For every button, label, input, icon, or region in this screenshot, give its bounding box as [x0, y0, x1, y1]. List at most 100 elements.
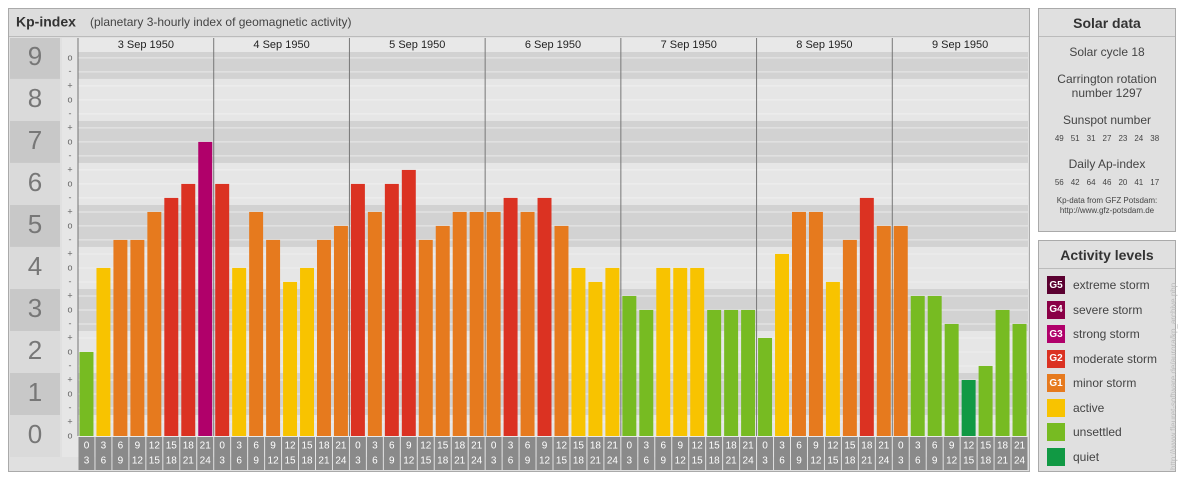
bar — [266, 239, 281, 436]
x-tick-label: 3 — [355, 456, 361, 467]
bar — [893, 225, 908, 436]
legend-swatch: G3 — [1047, 325, 1065, 344]
day-label: 5 Sep 1950 — [389, 39, 445, 51]
bar — [435, 225, 450, 436]
bar — [350, 183, 365, 436]
y-minor-label: - — [69, 360, 72, 370]
x-tick-label: 0 — [898, 441, 904, 452]
x-label-box — [757, 437, 774, 470]
x-tick-label: 18 — [997, 441, 1009, 452]
day-label: 6 Sep 1950 — [525, 39, 581, 51]
x-tick-label: 6 — [915, 456, 921, 467]
sunspot-number: 31 — [1086, 134, 1096, 143]
day-label: 4 Sep 1950 — [253, 39, 309, 51]
bar — [300, 267, 314, 436]
bar — [944, 323, 959, 436]
y-label-box — [10, 372, 60, 415]
x-tick-label: 18 — [844, 456, 856, 467]
x-label-box — [977, 437, 994, 470]
y-minor-label: o — [67, 136, 72, 146]
x-tick-label: 15 — [284, 456, 296, 467]
x-tick-label: 3 — [508, 441, 514, 452]
ap-value: 42 — [1070, 178, 1080, 187]
x-label-box — [604, 437, 621, 470]
x-tick-label: 12 — [675, 456, 687, 467]
y-tick-label: 9 — [28, 41, 42, 71]
y-label-box — [10, 120, 60, 163]
x-tick-label: 18 — [166, 456, 178, 467]
bar — [232, 267, 247, 436]
x-tick-label: 0 — [219, 441, 225, 452]
x-label-box — [434, 437, 451, 470]
legend-item: G3 strong storm — [1039, 322, 1175, 347]
legend-swatch — [1047, 423, 1065, 442]
bar — [605, 267, 620, 436]
bar — [367, 211, 382, 436]
x-label-box — [349, 437, 366, 470]
source: Kp-data from GFZ Potsdam: — [1056, 196, 1158, 205]
ap-value: 17 — [1150, 178, 1160, 187]
x-label-box — [519, 437, 536, 470]
legend-label: minor storm — [1073, 376, 1137, 391]
y-tick-label: 8 — [28, 83, 42, 113]
x-tick-label: 15 — [827, 456, 839, 467]
x-tick-label: 24 — [743, 456, 755, 467]
x-tick-label: 9 — [813, 441, 819, 452]
y-minor-label: + — [67, 206, 72, 216]
ap-value: 64 — [1086, 178, 1096, 187]
y-minor-label: - — [69, 150, 72, 160]
bar — [418, 239, 433, 436]
y-tick-label: 5 — [28, 209, 42, 239]
x-label-box — [875, 437, 892, 470]
y-minor-label: + — [67, 290, 72, 300]
y-minor-label: o — [67, 346, 72, 356]
x-tick-label: 21 — [183, 456, 195, 467]
x-tick-label: 15 — [709, 441, 721, 452]
bar — [910, 295, 925, 436]
x-label-box — [841, 437, 858, 470]
x-tick-label: 21 — [878, 441, 890, 452]
bar — [741, 309, 756, 436]
credit: http://www.fleuret-software.de/aurora/kp… — [1169, 282, 1178, 470]
x-tick-label: 6 — [525, 441, 531, 452]
sunspot-title: Sunspot number — [1062, 113, 1152, 127]
bar — [503, 197, 518, 436]
x-label-box — [1011, 437, 1028, 470]
x-tick-label: 18 — [437, 456, 449, 467]
x-tick-label: 12 — [946, 456, 958, 467]
x-tick-label: 12 — [810, 456, 822, 467]
y-minor-label: o — [67, 94, 72, 104]
y-minor-label: o — [67, 430, 72, 440]
bar — [707, 309, 722, 436]
bar — [401, 169, 416, 436]
bar — [215, 183, 230, 436]
bar — [724, 309, 739, 436]
x-tick-label: 3 — [779, 441, 785, 452]
bar — [554, 225, 569, 436]
x-tick-label: 18 — [454, 441, 466, 452]
x-tick-label: 9 — [677, 441, 683, 452]
bar — [622, 295, 637, 436]
x-label-box — [282, 437, 299, 470]
bar — [588, 281, 603, 436]
x-tick-label: 6 — [660, 441, 666, 452]
x-label-box — [332, 437, 349, 470]
x-tick-label: 3 — [372, 441, 378, 452]
y-minor-label: + — [67, 122, 72, 132]
chart-subtitle: (planetary 3-hourly index of geomagnetic… — [90, 15, 351, 29]
bar — [283, 281, 298, 436]
bar — [825, 281, 840, 436]
x-label-box — [774, 437, 790, 470]
y-label-box — [10, 38, 60, 79]
x-tick-label: 6 — [236, 456, 242, 467]
bar — [147, 211, 162, 436]
bar — [995, 309, 1010, 436]
legend-panel: Activity levels G5 extreme storm G4 severe … — [1038, 240, 1176, 472]
x-tick-label: 21 — [318, 456, 330, 467]
x-label-box — [400, 437, 417, 470]
ap-value: 20 — [1118, 178, 1128, 187]
solar-panel: Solar data Solar cycle 18 Carrington rot… — [1038, 8, 1176, 232]
day-label: 8 Sep 1950 — [796, 39, 852, 51]
y-tick-label: 1 — [28, 377, 42, 407]
legend-swatch: G4 — [1047, 300, 1065, 319]
